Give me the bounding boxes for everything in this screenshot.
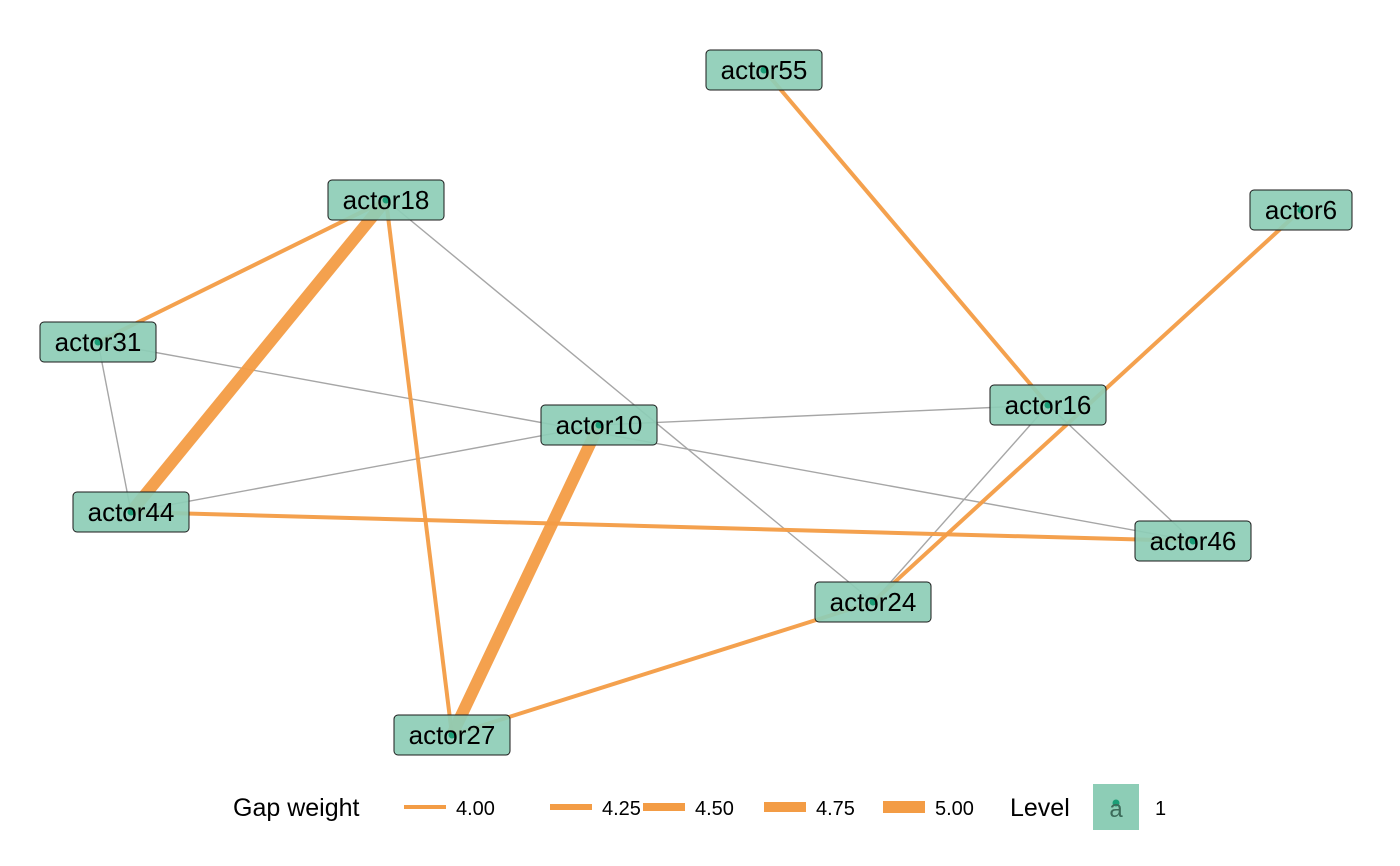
node-point-actor55 (760, 66, 768, 74)
legend-level-title: Level (1010, 794, 1070, 822)
legend-level-label-0: 1 (1155, 798, 1166, 820)
tie-edge-actor16-actor46 (1047, 404, 1194, 542)
node-point-actor27 (448, 731, 456, 739)
node-point-actor31 (94, 338, 102, 346)
gap-edge-actor18-actor44 (126, 196, 391, 516)
node-label-actor18: actor18 (343, 185, 430, 215)
node-label-actor10: actor10 (556, 410, 643, 440)
node-label-actor27: actor27 (409, 720, 496, 750)
node-label-actor16: actor16 (1005, 390, 1092, 420)
gap-edges (97, 68, 1303, 738)
legend-gap-title: Gap weight (233, 794, 360, 822)
node-label-actor46: actor46 (1150, 526, 1237, 556)
node-label-actor24: actor24 (830, 587, 917, 617)
legend-gap-label-1: 4.25 (602, 798, 641, 820)
tie-edge-actor18-actor24 (385, 199, 874, 603)
node-point-actor6 (1297, 206, 1305, 214)
node-point-actor16 (1044, 401, 1052, 409)
node-label-actor55: actor55 (721, 55, 808, 85)
node-actor31: actor31 (39, 321, 157, 363)
node-actor10: actor10 (540, 404, 658, 446)
nodes: actor55 actor18 actor6 actor31 actor16 actor1… (39, 49, 1353, 756)
node-actor44: actor44 (72, 491, 190, 533)
legend-gap-label-0: 4.00 (456, 798, 495, 820)
gap-edge-actor18-actor31 (97, 198, 387, 344)
tie-edge-actor31-actor44 (97, 341, 132, 513)
node-point-actor24 (869, 598, 877, 606)
legend-gap-label-2: 4.50 (695, 798, 734, 820)
legend-level-key-0 (1093, 784, 1139, 830)
node-actor6: actor6 (1249, 189, 1353, 231)
node-point-actor18 (382, 196, 390, 204)
node-actor24: actor24 (814, 581, 932, 623)
tie-edge-actor10-actor16 (598, 404, 1049, 426)
node-label-actor44: actor44 (88, 497, 175, 527)
legend-gap-label-4: 5.00 (935, 798, 974, 820)
gap-edge-actor27-actor24 (451, 600, 874, 737)
tie-edge-actor16-actor24 (872, 404, 1049, 603)
node-actor18: actor18 (327, 179, 445, 221)
node-actor27: actor27 (393, 714, 511, 756)
gap-edge-actor44-actor46 (130, 510, 1194, 543)
gap-edge-actor55-actor16 (762, 68, 1050, 407)
node-actor16: actor16 (989, 384, 1107, 426)
node-point-actor10 (595, 421, 603, 429)
node-point-actor46 (1189, 537, 1197, 545)
legend-gap-label-3: 4.75 (816, 798, 855, 820)
legend-level-key-point-0 (1112, 799, 1120, 807)
node-point-actor44 (127, 508, 135, 516)
node-label-actor6: actor6 (1265, 195, 1337, 225)
legend-level-key-glyph-0: a (1109, 796, 1123, 823)
node-actor55: actor55 (705, 49, 823, 91)
gap-edge-actor10-actor27 (446, 422, 605, 738)
legend-gap-items: 4.00 4.25 4.50 4.75 5.00 (404, 798, 974, 820)
tie-edge-actor44-actor10 (130, 424, 600, 513)
gap-edge-actor18-actor27 (384, 199, 454, 736)
node-actor46: actor46 (1134, 520, 1252, 562)
node-label-actor31: actor31 (55, 327, 142, 357)
